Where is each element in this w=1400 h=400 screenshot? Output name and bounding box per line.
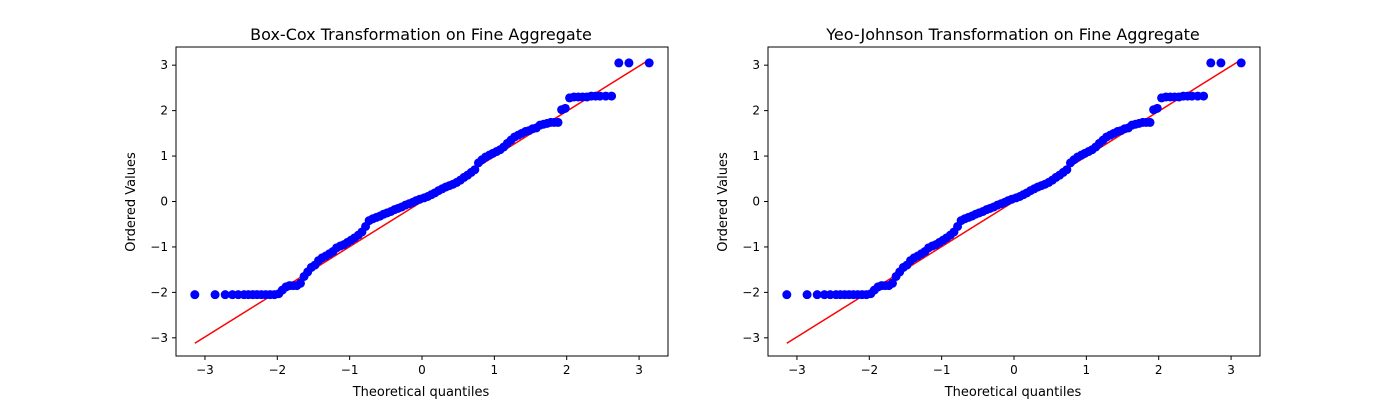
- data-point: [1199, 91, 1209, 101]
- y-tick-label: 0: [752, 195, 760, 209]
- boxcox-qq-plot: Box-Cox Transformation on Fine Aggregate…: [124, 25, 669, 400]
- data-point: [1145, 117, 1155, 127]
- x-tick-label: −1: [341, 363, 359, 377]
- y-tick-label: 1: [752, 149, 760, 163]
- data-points: [190, 58, 654, 300]
- axis-ticks: −3 −2 −1 0 1 2 3 −3 −2 −1 0 1 2 3: [742, 58, 1235, 377]
- chart-title: Box-Cox Transformation on Fine Aggregate: [250, 25, 592, 44]
- axis-ticks: −3 −2 −1 0 1 2 3 −3 −2 −1 0 1 2 3: [150, 58, 643, 377]
- x-tick-label: 3: [635, 363, 643, 377]
- x-tick-label: 1: [491, 363, 499, 377]
- yeojohnson-qq-plot: Yeo-Johnson Transformation on Fine Aggre…: [716, 25, 1261, 400]
- chart-title: Yeo-Johnson Transformation on Fine Aggre…: [825, 25, 1199, 44]
- plot-frame: [767, 46, 1261, 357]
- x-tick-label: −1: [933, 363, 951, 377]
- data-point: [220, 290, 230, 300]
- data-point: [1236, 58, 1246, 68]
- data-point: [1206, 58, 1216, 68]
- data-point: [624, 58, 634, 68]
- data-point: [614, 58, 624, 68]
- x-tick-label: −3: [788, 363, 806, 377]
- data-point: [190, 290, 200, 300]
- y-tick-label: −2: [150, 285, 168, 299]
- data-point: [553, 117, 563, 127]
- data-point: [560, 103, 570, 113]
- x-tick-label: 0: [1010, 363, 1018, 377]
- data-point: [295, 278, 305, 288]
- x-tick-label: −2: [860, 363, 878, 377]
- data-points: [782, 58, 1246, 300]
- x-tick-label: 0: [418, 363, 426, 377]
- y-tick-label: 0: [160, 195, 168, 209]
- y-tick-label: 3: [160, 58, 168, 72]
- y-tick-label: −3: [150, 331, 168, 345]
- x-tick-label: −3: [196, 363, 214, 377]
- data-point: [812, 290, 822, 300]
- x-tick-label: −2: [268, 363, 286, 377]
- y-axis-label: Ordered Values: [716, 152, 731, 252]
- data-point: [210, 290, 220, 300]
- y-tick-label: 2: [752, 104, 760, 118]
- y-tick-label: −1: [742, 240, 760, 254]
- y-tick-label: 3: [752, 58, 760, 72]
- data-point: [782, 290, 792, 300]
- y-tick-label: 2: [160, 104, 168, 118]
- y-tick-label: 1: [160, 149, 168, 163]
- y-tick-label: −2: [742, 285, 760, 299]
- data-point: [470, 165, 480, 175]
- x-tick-label: 3: [1227, 363, 1235, 377]
- y-tick-label: −3: [742, 331, 760, 345]
- plot-frame: [175, 46, 669, 357]
- x-axis-label: Theoretical quantiles: [352, 385, 490, 400]
- y-axis-label: Ordered Values: [124, 152, 139, 252]
- x-tick-label: 1: [1083, 363, 1091, 377]
- data-point: [607, 91, 617, 101]
- data-point: [644, 58, 654, 68]
- x-tick-label: 2: [563, 363, 571, 377]
- data-point: [1152, 103, 1162, 113]
- data-point: [1216, 58, 1226, 68]
- x-tick-label: 2: [1155, 363, 1163, 377]
- data-point: [1062, 165, 1072, 175]
- data-point: [887, 278, 897, 288]
- x-axis-label: Theoretical quantiles: [944, 385, 1082, 400]
- y-tick-label: −1: [150, 240, 168, 254]
- data-point: [802, 290, 812, 300]
